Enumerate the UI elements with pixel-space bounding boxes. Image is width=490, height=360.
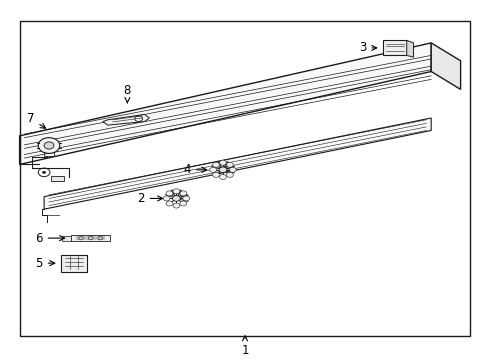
Circle shape <box>173 189 180 194</box>
Bar <box>61 255 87 272</box>
Circle shape <box>226 172 233 177</box>
Circle shape <box>213 172 220 177</box>
Circle shape <box>213 162 220 167</box>
Circle shape <box>38 138 60 153</box>
Bar <box>51 176 64 181</box>
Circle shape <box>172 195 180 201</box>
Circle shape <box>220 175 226 180</box>
Circle shape <box>180 191 187 196</box>
Polygon shape <box>20 43 431 165</box>
Circle shape <box>163 196 170 201</box>
Circle shape <box>43 171 46 174</box>
Circle shape <box>210 167 217 172</box>
Circle shape <box>180 201 187 206</box>
Text: 7: 7 <box>27 112 46 128</box>
Circle shape <box>226 162 233 167</box>
Polygon shape <box>44 118 431 209</box>
Text: 2: 2 <box>137 192 163 205</box>
Text: 6: 6 <box>35 231 65 244</box>
Polygon shape <box>103 114 149 125</box>
Circle shape <box>166 201 173 206</box>
Circle shape <box>183 196 190 201</box>
Bar <box>20 22 470 336</box>
Polygon shape <box>431 43 461 89</box>
Circle shape <box>219 167 227 173</box>
Text: 3: 3 <box>359 41 377 54</box>
Polygon shape <box>407 40 414 57</box>
Circle shape <box>229 167 236 172</box>
Circle shape <box>166 191 173 196</box>
Circle shape <box>173 203 180 208</box>
Text: 1: 1 <box>241 336 249 357</box>
Bar <box>62 235 71 241</box>
Circle shape <box>220 160 226 165</box>
Circle shape <box>44 142 54 149</box>
Text: 4: 4 <box>184 163 207 176</box>
Text: 8: 8 <box>123 84 131 103</box>
Bar <box>383 40 407 55</box>
Text: 5: 5 <box>35 257 55 270</box>
Bar <box>71 235 110 241</box>
